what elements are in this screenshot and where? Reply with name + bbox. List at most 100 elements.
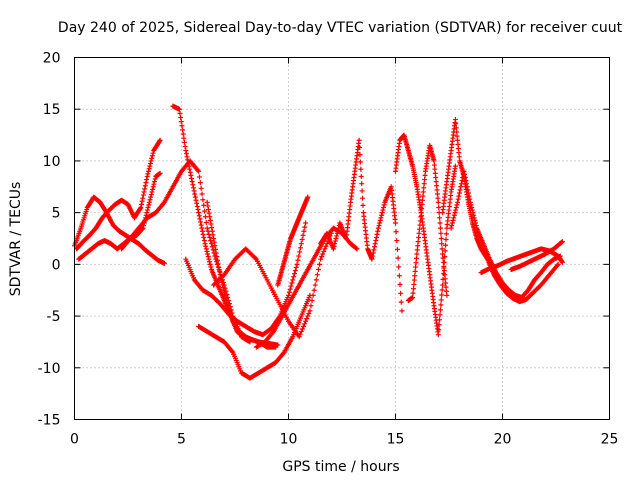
data-point [450,217,456,223]
data-point [377,220,383,226]
data-point [451,215,457,221]
data-point [211,236,217,241]
data-point [395,255,401,261]
data-point [449,223,455,229]
data-point [375,228,381,234]
data-point [213,250,219,256]
data-point [359,188,365,194]
data-point [467,199,473,205]
data-point [440,282,446,288]
data-point [195,167,201,173]
data-point [359,181,365,187]
data-point [332,238,338,244]
data-point [435,199,441,205]
data-point [299,237,305,243]
data-point [199,228,205,234]
data-point [438,297,444,303]
data-point [360,195,366,201]
data-point [291,274,297,280]
data-point [323,243,329,249]
data-point [178,114,184,120]
data-point [413,260,419,266]
data-point [471,212,477,218]
y-tick-label: -10 [38,361,61,377]
data-point [205,228,211,234]
data-point [437,220,443,226]
data-point [333,236,339,241]
data-point [471,215,477,221]
y-tick-label: -5 [47,309,61,325]
data-point [208,264,214,270]
data-point [198,222,204,228]
data-point [358,173,364,179]
data-point [334,233,340,239]
data-point [413,264,419,270]
data-point [438,230,444,236]
data-point [290,277,296,283]
y-axis-label: SDTVAR / TECUs [8,182,24,297]
data-point [229,348,235,354]
data-point [146,166,152,172]
data-point [145,171,151,177]
data-point [311,287,317,293]
data-point [458,184,464,190]
data-point [203,246,209,252]
series-arc-6 [196,292,313,381]
data-point [437,312,443,318]
data-point [187,169,193,175]
data-point [207,214,213,220]
data-point [439,287,445,293]
data-point [222,292,228,298]
y-tick-label: 10 [43,154,61,170]
data-point [334,230,340,236]
data-point [202,241,208,247]
data-point [456,190,462,196]
data-point [412,268,418,274]
data-point [190,185,196,191]
data-point [138,201,144,207]
y-tick-label: 20 [43,51,61,67]
data-point [294,261,300,267]
data-point [442,248,448,254]
series-arc-13 [393,132,458,338]
data-point [381,202,387,208]
x-axis-label: GPS time / hours [282,459,399,475]
data-point [330,246,336,252]
data-point [465,190,471,196]
data-point [452,210,458,216]
data-point [198,185,204,191]
data-point [207,261,213,267]
data-point [292,268,298,274]
x-tick-label: 10 [280,432,298,448]
data-point [376,223,382,229]
data-point [196,210,202,216]
data-point [209,228,215,234]
data-point [181,139,187,145]
data-point [436,204,442,210]
data-point [302,321,308,327]
data-point [443,231,449,237]
data-point [202,214,208,220]
series-arc-14 [405,142,450,304]
data-point [192,191,198,197]
data-point [373,238,379,244]
data-point [444,292,450,298]
data-point [318,256,324,262]
data-point [146,199,152,205]
data-point [309,298,315,304]
data-point [438,302,444,308]
data-point [192,194,198,200]
data-point [370,253,376,259]
data-point [373,234,379,240]
data-point [141,189,147,195]
series-arc-17 [478,246,565,276]
data-point [193,197,199,203]
data-point [190,182,196,188]
data-point [212,243,218,249]
data-point [298,329,304,335]
data-point [139,198,145,204]
data-point [220,285,226,291]
data-point [137,206,143,212]
data-point [461,168,467,174]
data-point [396,264,402,270]
